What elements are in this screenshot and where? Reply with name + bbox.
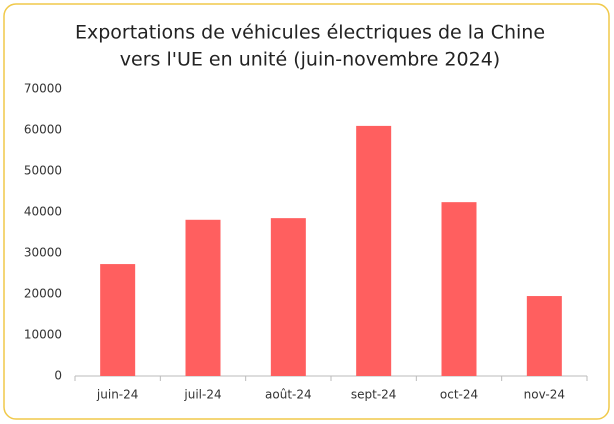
bar xyxy=(185,219,221,376)
bar xyxy=(526,296,562,376)
bar xyxy=(270,218,306,376)
x-tick-label: juin-24 xyxy=(96,388,138,402)
chart-title: vers l'UE en unité (juin-novembre 2024) xyxy=(120,49,500,71)
chart-title: Exportations de véhicules électriques de… xyxy=(75,22,545,44)
x-tick-label: sept-24 xyxy=(351,388,397,402)
y-tick-label: 60000 xyxy=(24,123,62,137)
y-tick-label: 30000 xyxy=(24,246,62,260)
y-tick-label: 40000 xyxy=(24,205,62,219)
y-tick-label: 50000 xyxy=(24,164,62,178)
y-tick-label: 10000 xyxy=(24,328,62,342)
x-tick-label: juil-24 xyxy=(183,388,221,402)
x-tick-label: août-24 xyxy=(265,388,312,402)
x-tick-label: oct-24 xyxy=(440,388,478,402)
bar xyxy=(441,202,477,376)
y-tick-label: 20000 xyxy=(24,287,62,301)
x-tick-label: nov-24 xyxy=(524,388,565,402)
y-tick-label: 0 xyxy=(54,369,62,383)
bar xyxy=(356,125,392,377)
bar xyxy=(100,264,136,376)
y-tick-label: 70000 xyxy=(24,82,62,96)
